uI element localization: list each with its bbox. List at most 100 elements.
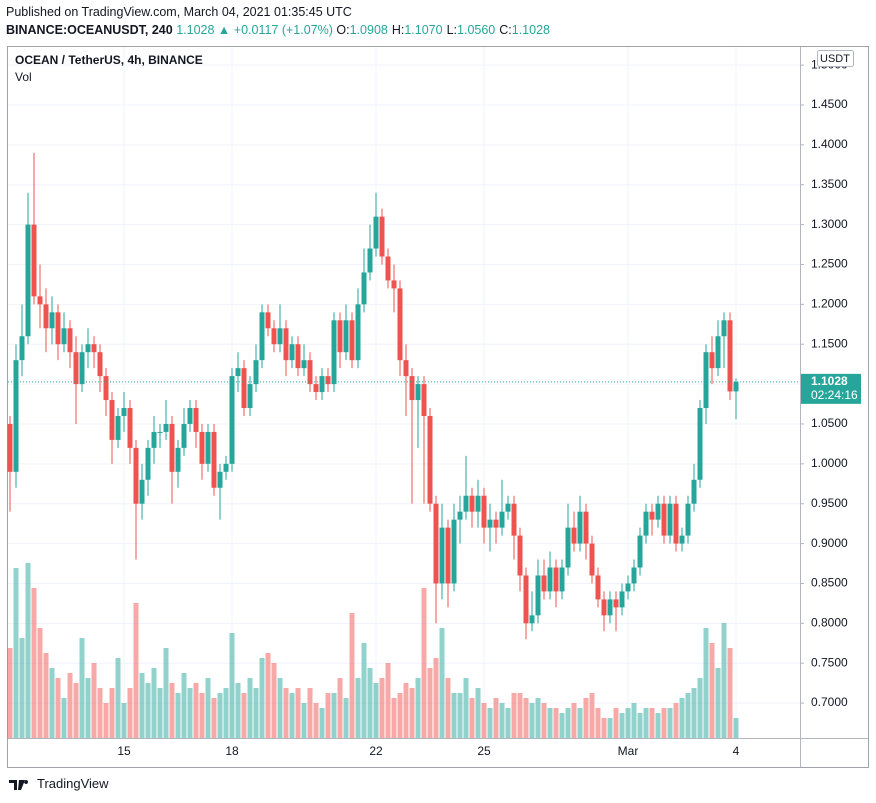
candle-body — [697, 408, 703, 480]
candle-body — [607, 599, 613, 616]
volume-bar — [325, 693, 331, 738]
candle-body — [337, 320, 343, 353]
volume-bar — [565, 708, 571, 738]
volume-bar — [511, 693, 517, 738]
volume-bar — [271, 663, 277, 738]
symbol: BINANCE:OCEANUSDT, 240 — [6, 23, 173, 37]
volume-bar — [541, 703, 547, 738]
volume-bar — [247, 678, 253, 738]
y-tick-label: 1.0500 — [811, 416, 848, 430]
volume-bar — [259, 658, 265, 738]
volume-bar — [19, 638, 25, 738]
volume-bar — [313, 703, 319, 738]
candle-body — [247, 384, 253, 409]
volume-bar — [109, 688, 115, 738]
candle-body — [157, 431, 163, 433]
candle-body — [499, 511, 505, 528]
candle-body — [571, 527, 577, 544]
candle-body — [43, 304, 49, 329]
volume-bar — [457, 693, 463, 738]
candle-body — [631, 567, 637, 584]
volume-bar — [193, 683, 199, 738]
candle-body — [709, 352, 715, 369]
volume-bar — [571, 703, 577, 738]
candle-body — [475, 495, 481, 512]
y-tick-label: 1.2000 — [811, 297, 848, 311]
volume-bar — [703, 628, 709, 738]
currency-box — [817, 50, 854, 67]
volume-bar — [181, 673, 187, 738]
ohlc-label: L: — [446, 23, 458, 37]
volume-bar — [319, 708, 325, 738]
candle-body — [97, 352, 103, 377]
volume-bar — [91, 663, 97, 738]
volume-bar — [475, 688, 481, 738]
volume-bar — [103, 703, 109, 738]
volume-bar — [265, 653, 271, 738]
volume-bar — [133, 603, 139, 738]
candle-body — [73, 352, 79, 385]
volume-bar — [601, 718, 607, 738]
candle-body — [235, 368, 241, 377]
y-tick-label: 1.1500 — [811, 336, 848, 350]
volume-bar — [355, 678, 361, 738]
currency-label: USDT — [820, 53, 850, 65]
volume-bar — [421, 588, 427, 738]
arrow: ▲ — [217, 23, 231, 37]
volume-bar — [625, 708, 631, 738]
volume-bar — [13, 568, 19, 738]
candle-body — [343, 320, 349, 353]
candle-body — [169, 423, 175, 472]
volume-bar — [607, 718, 613, 738]
candle-body — [397, 288, 403, 361]
volume-bar — [169, 683, 175, 738]
volume-bar — [187, 688, 193, 738]
candle-body — [295, 344, 301, 369]
candle-body — [253, 360, 259, 385]
candle-body — [541, 575, 547, 592]
candle-body — [109, 400, 115, 440]
x-tick-label: 4 — [733, 744, 740, 758]
candle-body — [583, 511, 589, 544]
volume-bar — [487, 708, 493, 738]
change: +0.0117 (+1.07%) — [233, 23, 333, 37]
ohlc-value: 1.0560 — [457, 23, 496, 37]
candle-body — [535, 575, 541, 616]
last-price-box — [801, 373, 861, 404]
candle-body — [619, 591, 625, 608]
volume-bar — [217, 693, 223, 738]
candle-body — [373, 216, 379, 249]
footer: TradingView — [8, 776, 109, 791]
volume-bar — [721, 623, 727, 738]
candle-body — [67, 328, 73, 353]
volume-bar — [619, 713, 625, 738]
candle-body — [193, 408, 199, 432]
volume-bar — [433, 658, 439, 738]
volume-bar — [127, 688, 133, 738]
candle-body — [259, 312, 265, 361]
candle-body — [223, 463, 229, 472]
candle-body — [487, 519, 493, 528]
logo — [9, 779, 29, 790]
volume-bar — [157, 688, 163, 738]
candle-body — [433, 503, 439, 584]
candle-body — [49, 312, 55, 329]
candle-body — [703, 352, 709, 409]
volume-bar — [301, 703, 307, 738]
ohlc-label: C: — [499, 23, 512, 37]
volume-bar — [451, 693, 457, 738]
candle-body — [415, 384, 421, 401]
candle-body — [655, 503, 661, 520]
ohlc-label: O: — [336, 23, 350, 37]
candle-body — [277, 328, 283, 345]
volume-bar — [397, 693, 403, 738]
volume-bar — [415, 678, 421, 738]
y-tick-label: 1.3500 — [811, 177, 848, 191]
candle-body — [481, 495, 487, 528]
candle-body — [451, 519, 457, 584]
y-tick-label: 1.2500 — [811, 257, 848, 271]
candle-body — [145, 447, 151, 480]
candle-body — [715, 336, 721, 369]
candle-body — [643, 511, 649, 536]
